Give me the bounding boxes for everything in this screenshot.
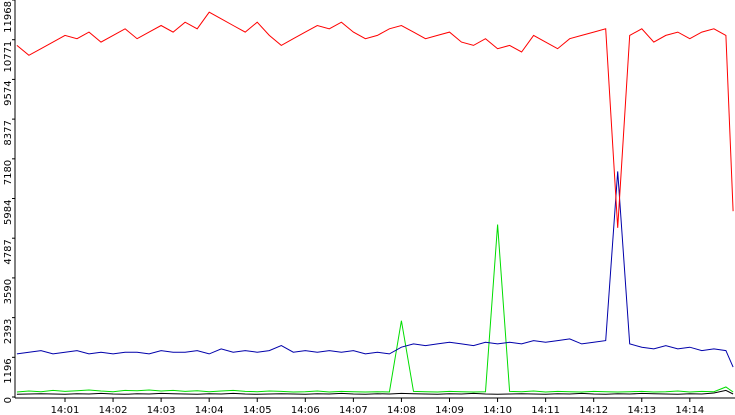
x-tick-label: 14:03 bbox=[147, 405, 176, 415]
x-tick-label: 14:09 bbox=[435, 405, 464, 415]
x-tick-label: 14:04 bbox=[195, 405, 224, 415]
x-tick-label: 14:02 bbox=[99, 405, 128, 415]
y-tick-label: 2393 bbox=[3, 319, 14, 344]
x-tick-label: 14:05 bbox=[243, 405, 272, 415]
x-tick-label: 14:08 bbox=[387, 405, 416, 415]
x-tick-label: 14:10 bbox=[483, 405, 512, 415]
y-tick-label: 9574 bbox=[3, 80, 14, 105]
x-tick-label: 14:01 bbox=[51, 405, 80, 415]
y-tick-label: 1196 bbox=[3, 358, 14, 383]
x-tick-label: 14:07 bbox=[339, 405, 368, 415]
y-tick-label: 4787 bbox=[3, 239, 14, 264]
y-tick-label: 0 bbox=[3, 397, 14, 403]
x-tick-label: 14:13 bbox=[627, 405, 656, 415]
x-tick-label: 14:11 bbox=[531, 405, 560, 415]
y-tick-label: 3590 bbox=[3, 279, 14, 304]
y-tick-label: 10771 bbox=[3, 41, 14, 73]
series-line bbox=[16, 389, 734, 395]
y-tick-label: 7180 bbox=[3, 160, 14, 185]
y-tick-label: 8377 bbox=[3, 120, 14, 145]
x-tick-label: 14:12 bbox=[579, 405, 608, 415]
series-line bbox=[16, 171, 734, 368]
x-tick-label: 14:14 bbox=[675, 405, 704, 415]
series-line bbox=[16, 224, 734, 393]
series-line bbox=[16, 11, 734, 228]
x-tick-label: 14:06 bbox=[291, 405, 320, 415]
y-tick-label: 11968 bbox=[3, 1, 14, 33]
y-tick-label: 5984 bbox=[3, 200, 14, 225]
